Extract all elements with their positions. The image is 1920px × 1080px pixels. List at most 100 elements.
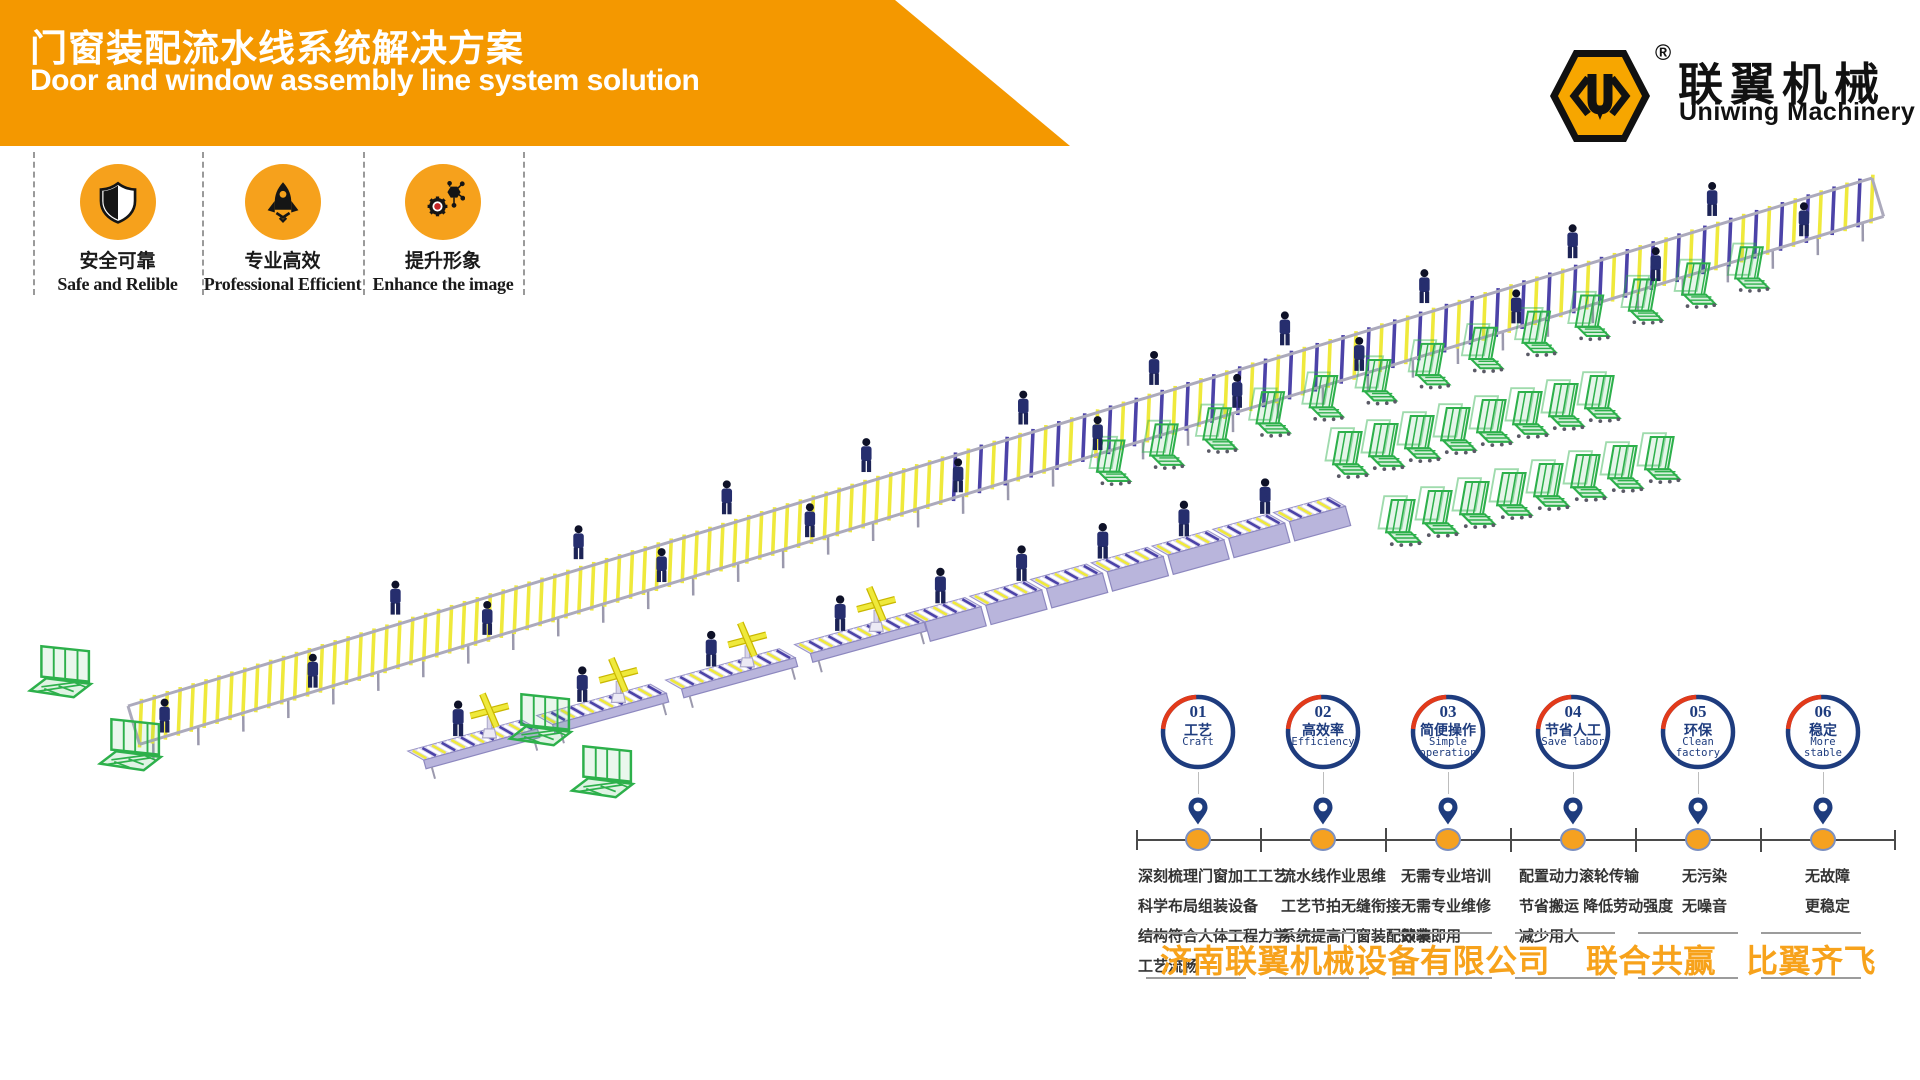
divider (363, 152, 365, 295)
step-label-en: More stable (1804, 736, 1842, 759)
feature-badge-safe: 安全可靠 Safe and Relible (35, 152, 200, 297)
connector-line (1448, 772, 1449, 794)
feature-line: 无噪音 (1682, 898, 1728, 915)
axis-end-tick (1894, 830, 1896, 850)
badge-label-cn: 安全可靠 (79, 251, 156, 272)
logo-name-en: Uniwing Machinery (1679, 98, 1916, 126)
step-label-cn: 节省人工 (1545, 722, 1601, 738)
map-pin-icon (1563, 797, 1583, 825)
timeline-circle: 03 简便操作 Simple operation (1409, 693, 1487, 771)
step-number: 03 (1439, 702, 1457, 721)
timeline-item-more-stable: 06 稳定 More stable (1784, 693, 1862, 851)
hexagon-u-logo-icon (1550, 50, 1650, 142)
slogan-fly-together: 比翼齐飞 (1746, 943, 1877, 979)
map-pin-icon (1813, 797, 1833, 825)
axis-tick (1510, 828, 1512, 852)
step-label-en: Clean factory (1675, 736, 1721, 759)
feature-line: 科学布局组装设备 (1138, 898, 1259, 915)
shield-icon (79, 164, 156, 240)
badge-label-en: Professional Efficient (203, 274, 362, 294)
step-label-en: Simple operation (1419, 736, 1477, 759)
axis-end-tick (1136, 830, 1138, 850)
timeline-item-save-labor: 04 节省人工 Save labor (1534, 693, 1612, 851)
feature-line: 更稳定 (1805, 898, 1851, 915)
connector-line (1823, 772, 1824, 794)
timeline-item-simple-operation: 03 简便操作 Simple operation (1409, 693, 1487, 851)
timeline-dot (1435, 828, 1461, 851)
feature-badge-professional: 专业高效 Professional Efficient (202, 152, 363, 297)
badge-label-cn: 专业高效 (244, 251, 321, 272)
feature-line: 配置动力滚轮传输 (1519, 868, 1640, 885)
footer-slogan: 济南联翼机械设备有限公司 联合共赢 比翼齐飞 (1160, 936, 1876, 982)
step-label-cn: 工艺 (1184, 722, 1212, 738)
page-title-en: Door and window assembly line system sol… (30, 64, 700, 97)
step-label-en: Save labor (1541, 736, 1605, 748)
map-pin-icon (1688, 797, 1708, 825)
step-number: 01 (1189, 702, 1207, 721)
connector-line (1698, 772, 1699, 794)
connector-line (1323, 772, 1324, 794)
badge-label-en: Safe and Relible (57, 274, 178, 294)
feature-line: 流水线作业思维 (1281, 868, 1387, 885)
step-label-cn: 高效率 (1302, 722, 1344, 738)
feature-line: 无需专业维修 (1401, 898, 1492, 915)
header-banner: 门窗装配流水线系统解决方案 Door and window assembly l… (0, 0, 1070, 146)
map-pin-icon (1188, 797, 1208, 825)
divider (1146, 977, 1879, 979)
timeline-axis (1136, 839, 1896, 841)
feature-column-clean-factory: 无污染 无噪音 (1682, 862, 1727, 922)
axis-tick (1385, 828, 1387, 852)
feature-column-more-stable: 无故障 更稳定 (1805, 862, 1850, 922)
divider (202, 152, 204, 295)
timeline-circle: 02 高效率 Efficiency (1284, 693, 1362, 771)
feature-line: 工艺流畅 (1138, 958, 1199, 975)
timeline-circle: 01 工艺 Craft (1159, 693, 1237, 771)
timeline-item-efficiency: 02 高效率 Efficiency (1284, 693, 1362, 851)
badge-label-cn: 提升形象 (404, 251, 481, 272)
step-number: 02 (1314, 702, 1332, 721)
timeline-circle: 04 节省人工 Save labor (1534, 693, 1612, 771)
timeline-circle: 05 环保 Clean factory (1659, 693, 1737, 771)
axis-tick (1635, 828, 1637, 852)
feature-line: 无故障 (1805, 868, 1851, 885)
logo-name-cn: 联翼机械 (1678, 59, 1887, 110)
timeline-dot (1685, 828, 1711, 851)
feature-line: 无污染 (1682, 868, 1728, 885)
feature-badge-image: 提升形象 Enhance the image (363, 152, 523, 297)
axis-tick (1760, 828, 1762, 852)
timeline-circle: 06 稳定 More stable (1784, 693, 1862, 771)
step-number: 04 (1564, 702, 1582, 721)
feature-line: 深刻梳理门窗加工工艺 (1138, 868, 1289, 885)
step-label-en: Craft (1182, 736, 1214, 748)
axis-tick (1260, 828, 1262, 852)
divider (33, 152, 35, 295)
map-pin-icon (1438, 797, 1458, 825)
step-number: 05 (1689, 702, 1707, 721)
connector-line (1198, 772, 1199, 794)
step-label-cn: 环保 (1684, 722, 1712, 738)
divider (1146, 932, 1879, 934)
timeline-dot (1810, 828, 1836, 851)
step-label-en: Efficiency (1291, 736, 1355, 748)
timeline-item-clean-factory: 05 环保 Clean factory (1659, 693, 1737, 851)
feature-line: 工艺节拍无缝衔接 (1281, 898, 1402, 915)
step-label-cn: 简便操作 (1420, 722, 1476, 738)
timeline-dot (1560, 828, 1586, 851)
badge-label-en: Enhance the image (372, 274, 514, 294)
step-label-cn: 稳定 (1809, 722, 1837, 738)
company-name: 济南联翼机械设备有限公司 (1160, 943, 1551, 979)
timeline-dot (1185, 828, 1211, 851)
feature-line: 无需专业培训 (1401, 868, 1492, 885)
feature-line: 节省搬运 降低劳动强度 (1519, 898, 1674, 915)
rocket-icon (244, 164, 321, 240)
registered-mark: ® (1655, 40, 1672, 65)
company-logo: ® 联翼机械 Uniwing Machinery (1548, 40, 1915, 145)
slogan-win-win: 联合共赢 (1586, 943, 1717, 979)
map-pin-icon (1313, 797, 1333, 825)
page-title-cn: 门窗装配流水线系统解决方案 (30, 28, 524, 69)
timeline-dot (1310, 828, 1336, 851)
connector-line (1573, 772, 1574, 794)
divider (523, 152, 525, 295)
